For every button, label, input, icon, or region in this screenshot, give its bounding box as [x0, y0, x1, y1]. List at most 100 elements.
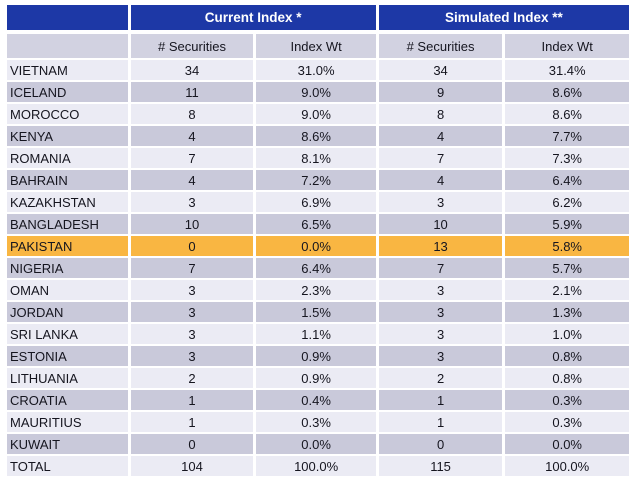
- index-comparison-table: Current Index * Simulated Index ** # Sec…: [4, 3, 632, 478]
- country-cell: ROMANIA: [7, 148, 128, 168]
- table-body: VIETNAM 34 31.0% 34 31.4% ICELAND 11 9.0…: [7, 60, 629, 476]
- country-cell: SRI LANKA: [7, 324, 128, 344]
- simulated-securities-cell: 3: [378, 302, 503, 322]
- current-securities-column-header: # Securities: [130, 34, 254, 58]
- current-index-group-header: Current Index *: [130, 5, 376, 32]
- current-weight-cell: 2.3%: [256, 280, 376, 300]
- current-weight-cell: 8.6%: [256, 126, 376, 146]
- simulated-securities-cell: 3: [378, 324, 503, 344]
- simulated-securities-cell: 2: [378, 368, 503, 388]
- simulated-weight-cell: 31.4%: [505, 60, 629, 80]
- current-weight-cell: 0.4%: [256, 390, 376, 410]
- country-cell: VIETNAM: [7, 60, 128, 80]
- current-securities-cell: 3: [130, 346, 254, 366]
- table-row: KAZAKHSTAN 3 6.9% 3 6.2%: [7, 192, 629, 212]
- current-securities-cell: 7: [130, 258, 254, 278]
- table-row: NIGERIA 7 6.4% 7 5.7%: [7, 258, 629, 278]
- current-securities-cell: 8: [130, 104, 254, 124]
- country-cell: BAHRAIN: [7, 170, 128, 190]
- current-securities-cell: 11: [130, 82, 254, 102]
- country-cell: OMAN: [7, 280, 128, 300]
- table-row: BAHRAIN 4 7.2% 4 6.4%: [7, 170, 629, 190]
- current-securities-cell: 104: [130, 456, 254, 476]
- simulated-weight-column-header: Index Wt: [505, 34, 629, 58]
- simulated-securities-cell: 7: [378, 148, 503, 168]
- country-cell: KUWAIT: [7, 434, 128, 454]
- current-weight-cell: 0.3%: [256, 412, 376, 432]
- table-row: BANGLADESH 10 6.5% 10 5.9%: [7, 214, 629, 234]
- current-weight-cell: 9.0%: [256, 104, 376, 124]
- current-weight-cell: 8.1%: [256, 148, 376, 168]
- current-weight-cell: 31.0%: [256, 60, 376, 80]
- current-weight-cell: 6.9%: [256, 192, 376, 212]
- country-cell: KENYA: [7, 126, 128, 146]
- country-cell: ICELAND: [7, 82, 128, 102]
- country-cell: TOTAL: [7, 456, 128, 476]
- country-cell: JORDAN: [7, 302, 128, 322]
- simulated-weight-cell: 0.3%: [505, 412, 629, 432]
- current-securities-cell: 34: [130, 60, 254, 80]
- current-securities-cell: 2: [130, 368, 254, 388]
- index-comparison-table-container: Current Index * Simulated Index ** # Sec…: [4, 3, 632, 478]
- current-weight-cell: 1.5%: [256, 302, 376, 322]
- current-securities-cell: 1: [130, 412, 254, 432]
- simulated-securities-cell: 9: [378, 82, 503, 102]
- simulated-weight-cell: 5.7%: [505, 258, 629, 278]
- country-cell: BANGLADESH: [7, 214, 128, 234]
- simulated-weight-cell: 8.6%: [505, 104, 629, 124]
- simulated-securities-cell: 8: [378, 104, 503, 124]
- current-securities-cell: 7: [130, 148, 254, 168]
- country-cell: MOROCCO: [7, 104, 128, 124]
- simulated-securities-column-header: # Securities: [378, 34, 503, 58]
- simulated-securities-cell: 34: [378, 60, 503, 80]
- country-cell: KAZAKHSTAN: [7, 192, 128, 212]
- simulated-index-group-header: Simulated Index **: [378, 5, 629, 32]
- country-cell: ESTONIA: [7, 346, 128, 366]
- country-cell: PAKISTAN: [7, 236, 128, 256]
- table-row: MOROCCO 8 9.0% 8 8.6%: [7, 104, 629, 124]
- table-row: PAKISTAN 0 0.0% 13 5.8%: [7, 236, 629, 256]
- table-row: VIETNAM 34 31.0% 34 31.4%: [7, 60, 629, 80]
- simulated-securities-cell: 4: [378, 126, 503, 146]
- current-securities-cell: 0: [130, 236, 254, 256]
- current-securities-cell: 1: [130, 390, 254, 410]
- simulated-securities-cell: 0: [378, 434, 503, 454]
- country-cell: MAURITIUS: [7, 412, 128, 432]
- table-row: JORDAN 3 1.5% 3 1.3%: [7, 302, 629, 322]
- current-weight-cell: 1.1%: [256, 324, 376, 344]
- country-column-header-blank: [7, 34, 128, 58]
- simulated-weight-cell: 1.3%: [505, 302, 629, 322]
- current-weight-cell: 9.0%: [256, 82, 376, 102]
- table-row: ESTONIA 3 0.9% 3 0.8%: [7, 346, 629, 366]
- table-row: MAURITIUS 1 0.3% 1 0.3%: [7, 412, 629, 432]
- current-weight-cell: 0.9%: [256, 368, 376, 388]
- simulated-weight-cell: 0.0%: [505, 434, 629, 454]
- simulated-securities-cell: 115: [378, 456, 503, 476]
- table-row: KUWAIT 0 0.0% 0 0.0%: [7, 434, 629, 454]
- simulated-weight-cell: 0.8%: [505, 346, 629, 366]
- simulated-securities-cell: 7: [378, 258, 503, 278]
- current-weight-cell: 100.0%: [256, 456, 376, 476]
- simulated-weight-cell: 0.3%: [505, 390, 629, 410]
- table-row: LITHUANIA 2 0.9% 2 0.8%: [7, 368, 629, 388]
- corner-cell-blank: [7, 5, 128, 32]
- simulated-weight-cell: 6.2%: [505, 192, 629, 212]
- current-securities-cell: 4: [130, 126, 254, 146]
- table-row: CROATIA 1 0.4% 1 0.3%: [7, 390, 629, 410]
- sub-header-row: # Securities Index Wt # Securities Index…: [7, 34, 629, 58]
- group-header-row: Current Index * Simulated Index **: [7, 5, 629, 32]
- current-securities-cell: 3: [130, 324, 254, 344]
- simulated-weight-cell: 7.3%: [505, 148, 629, 168]
- simulated-securities-cell: 4: [378, 170, 503, 190]
- simulated-weight-cell: 8.6%: [505, 82, 629, 102]
- simulated-securities-cell: 13: [378, 236, 503, 256]
- current-weight-cell: 6.4%: [256, 258, 376, 278]
- simulated-weight-cell: 5.8%: [505, 236, 629, 256]
- simulated-weight-cell: 7.7%: [505, 126, 629, 146]
- current-securities-cell: 3: [130, 280, 254, 300]
- current-weight-cell: 0.0%: [256, 236, 376, 256]
- current-weight-cell: 7.2%: [256, 170, 376, 190]
- simulated-weight-cell: 0.8%: [505, 368, 629, 388]
- current-weight-cell: 0.9%: [256, 346, 376, 366]
- current-securities-cell: 3: [130, 192, 254, 212]
